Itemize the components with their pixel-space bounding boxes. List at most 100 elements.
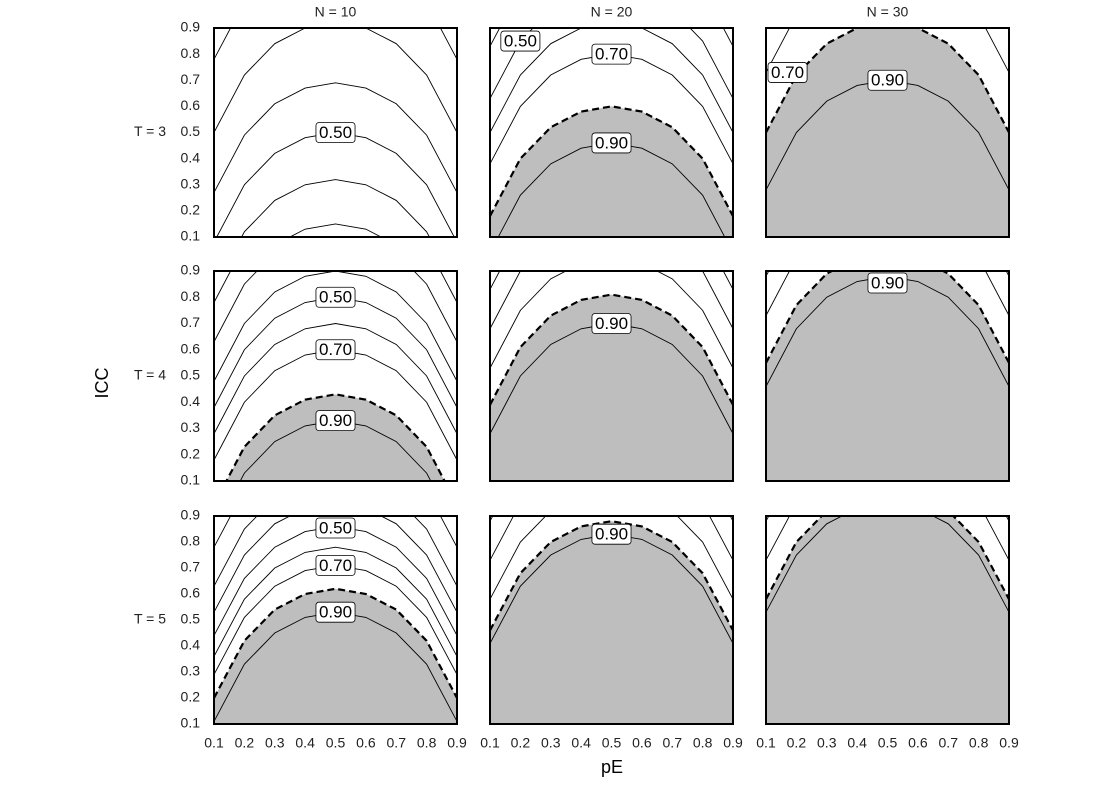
y-tick-label: 0.5 bbox=[181, 123, 201, 139]
panel-border bbox=[213, 27, 458, 238]
panel bbox=[214, 516, 457, 724]
y-tick-label: 0.1 bbox=[181, 715, 201, 731]
panel-border bbox=[765, 27, 1010, 238]
panel bbox=[766, 28, 1009, 237]
highlight-contour bbox=[225, 393, 446, 481]
panel-border bbox=[489, 515, 734, 725]
x-tick-label: 0.2 bbox=[511, 735, 531, 751]
contour-label-box bbox=[591, 43, 632, 65]
contour-line bbox=[490, 28, 733, 133]
x-tick-label: 0.7 bbox=[663, 735, 683, 751]
highlight-contour bbox=[490, 520, 733, 631]
y-tick-label: 0.2 bbox=[181, 202, 201, 218]
contour-line bbox=[214, 271, 457, 303]
contour-label: 0.90 bbox=[595, 525, 628, 544]
contour-label-group: 0.50 bbox=[315, 122, 356, 143]
y-tick-label: 0.7 bbox=[181, 314, 201, 330]
y-tick-label: 0.8 bbox=[181, 45, 201, 61]
contour-label-group: 0.90 bbox=[591, 132, 632, 154]
x-tick-label: 0.6 bbox=[356, 735, 376, 751]
contour-label-group: 0.50 bbox=[315, 517, 356, 539]
y-tick-label: 0.3 bbox=[181, 419, 201, 435]
x-axis-label: pE bbox=[601, 757, 623, 777]
contour-label: 0.90 bbox=[319, 603, 352, 622]
row-label: T = 5 bbox=[134, 611, 166, 627]
contour-label: 0.90 bbox=[871, 273, 904, 292]
y-tick-label: 0.3 bbox=[181, 175, 201, 191]
y-tick-label: 0.8 bbox=[181, 288, 201, 304]
contour-label-box bbox=[591, 132, 632, 154]
contour-label-box bbox=[591, 313, 632, 334]
y-tick-label: 0.9 bbox=[181, 19, 201, 35]
y-tick-label: 0.7 bbox=[181, 71, 201, 87]
contour-label-group: 0.50 bbox=[500, 30, 541, 52]
contour-label-box bbox=[867, 272, 908, 294]
contour-label-box bbox=[315, 122, 356, 143]
shaded-region bbox=[490, 294, 733, 481]
y-tick-label: 0.4 bbox=[181, 149, 201, 165]
panel-border bbox=[765, 270, 1010, 482]
x-tick-label: 0.7 bbox=[939, 735, 959, 751]
contour-label-group: 0.70 bbox=[591, 43, 632, 65]
contour-label-group: 0.70 bbox=[767, 62, 808, 83]
contour-label: 0.50 bbox=[319, 288, 352, 307]
contour-line bbox=[214, 28, 457, 133]
contour-line bbox=[214, 271, 457, 382]
x-tick-label: 0.2 bbox=[235, 735, 255, 751]
column-label: N = 20 bbox=[591, 4, 633, 20]
x-tick-label: 0.9 bbox=[447, 735, 467, 751]
contour-label-group: 0.50 bbox=[315, 286, 356, 308]
y-tick-label: 0.9 bbox=[181, 262, 201, 278]
contour-label-group: 0.90 bbox=[867, 272, 908, 294]
x-tick-label: 0.5 bbox=[326, 735, 346, 751]
y-tick-label: 0.6 bbox=[181, 97, 201, 113]
contour-line bbox=[214, 546, 457, 657]
contour-line bbox=[214, 516, 457, 587]
contour-line bbox=[490, 271, 733, 369]
contour-line bbox=[214, 516, 457, 613]
contour-line bbox=[214, 323, 457, 434]
x-tick-label: 0.6 bbox=[632, 735, 652, 751]
y-tick-label: 0.9 bbox=[181, 507, 201, 523]
shaded-region bbox=[490, 106, 733, 237]
panel-border bbox=[765, 515, 1010, 725]
panel bbox=[490, 516, 733, 724]
contour-label-box bbox=[315, 286, 356, 308]
x-tick-label: 0.6 bbox=[908, 735, 928, 751]
y-tick-label: 0.3 bbox=[181, 663, 201, 679]
shaded-region bbox=[766, 516, 1009, 724]
contour-label-group: 0.70 bbox=[315, 555, 356, 576]
y-tick-label: 0.7 bbox=[181, 559, 201, 575]
y-tick-label: 0.4 bbox=[181, 637, 201, 653]
y-tick-label: 0.5 bbox=[181, 367, 201, 383]
x-tick-label: 0.7 bbox=[387, 735, 407, 751]
contour-label: 0.90 bbox=[319, 411, 352, 430]
contour-label: 0.50 bbox=[319, 123, 352, 142]
contour-line bbox=[288, 223, 383, 237]
x-tick-label: 0.8 bbox=[969, 735, 989, 751]
contour-label-group: 0.90 bbox=[315, 601, 356, 623]
x-tick-label: 0.9 bbox=[999, 735, 1019, 751]
x-tick-label: 0.3 bbox=[541, 735, 561, 751]
panel bbox=[214, 28, 457, 237]
contour-label-box bbox=[767, 62, 808, 83]
y-tick-label: 0.6 bbox=[181, 585, 201, 601]
panel-border bbox=[489, 270, 734, 482]
contour-label: 0.70 bbox=[771, 63, 804, 82]
panel bbox=[766, 516, 1009, 724]
x-tick-label: 0.8 bbox=[693, 735, 713, 751]
panel bbox=[766, 271, 1009, 481]
highlight-contour bbox=[490, 105, 733, 217]
y-tick-label: 0.8 bbox=[181, 533, 201, 549]
contour-label: 0.70 bbox=[319, 340, 352, 359]
x-tick-label: 0.4 bbox=[847, 735, 867, 751]
x-tick-label: 0.5 bbox=[602, 735, 622, 751]
contour-label-box bbox=[315, 601, 356, 623]
x-tick-label: 0.3 bbox=[817, 735, 837, 751]
contour-label-box bbox=[867, 69, 908, 91]
shaded-region bbox=[766, 271, 1009, 481]
highlight-contour bbox=[766, 271, 1009, 364]
shaded-region bbox=[766, 28, 1009, 237]
highlight-contour bbox=[766, 516, 1009, 600]
contour-label: 0.90 bbox=[595, 133, 628, 152]
